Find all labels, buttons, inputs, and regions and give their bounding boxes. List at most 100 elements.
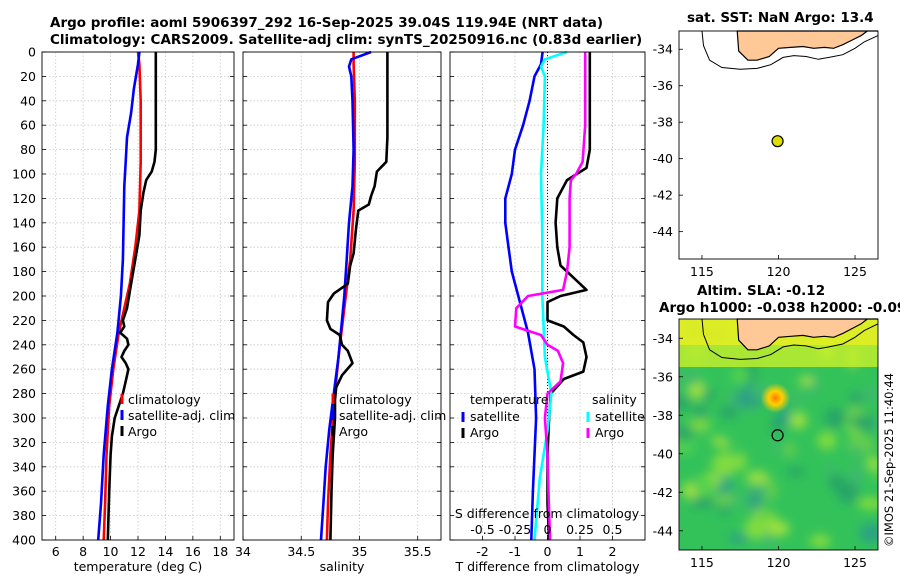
- sla-texture-blob: [679, 394, 691, 410]
- sst-ytick-label: -44: [653, 224, 673, 239]
- sla-texture-blob: [702, 388, 715, 402]
- temp-panel: [42, 51, 234, 541]
- sla-texture-blob: [764, 511, 777, 527]
- depth-tick-label: 320: [12, 435, 36, 450]
- depth-tick-label: 300: [12, 411, 36, 426]
- sla-texture-blob: [790, 412, 807, 429]
- depth-tick-label: 40: [20, 93, 36, 108]
- depth-tick-label: 340: [12, 459, 36, 474]
- sal-xtick-label: 34: [235, 544, 251, 559]
- temp-legend-label: Argo: [128, 424, 157, 439]
- sla-texture-blob: [692, 405, 707, 420]
- sla-texture-blob: [718, 506, 732, 516]
- depth-tick-label: 60: [20, 118, 36, 133]
- sal-legend-label: satellite-adj. clim: [339, 408, 446, 423]
- sla-field: [679, 319, 878, 550]
- depth-tick-label: 160: [12, 240, 36, 255]
- sal-xtick-label: 35: [352, 544, 368, 559]
- sla-texture-blob: [824, 408, 847, 429]
- diff-t-line-temperature-satellite: [503, 51, 544, 541]
- diff-xtick-label: 1: [576, 544, 584, 559]
- sla-texture-blob: [817, 431, 837, 450]
- sst-ytick-label: -34: [653, 42, 673, 57]
- depth-tick-label: 100: [12, 167, 36, 182]
- sla-texture-blob: [730, 366, 751, 384]
- sla-texture-blob: [712, 493, 735, 505]
- diff-legend-salinity-header: salinity: [592, 392, 637, 407]
- sla-texture-blob: [866, 456, 878, 469]
- depth-tick-label: 380: [12, 508, 36, 523]
- sla-texture-blob: [760, 532, 775, 548]
- sla-texture-blob: [851, 445, 863, 456]
- depth-tick-label: 260: [12, 362, 36, 377]
- sla-texture-blob: [770, 442, 783, 455]
- depth-tick-label: 80: [20, 142, 36, 157]
- sla-ytick-label: -40: [653, 446, 673, 461]
- diff-s-xtick-label: 0.5: [603, 522, 623, 537]
- depth-tick-label: 280: [12, 386, 36, 401]
- figure-title-line1: Argo profile: aoml 5906397_292 16-Sep-20…: [50, 15, 604, 31]
- sal-frame: [242, 51, 442, 541]
- sst-map-title: sat. SST: NaN Argo: 13.4: [687, 10, 874, 26]
- sal-legend-label: climatology: [339, 392, 412, 407]
- depth-tick-label: 140: [12, 215, 36, 230]
- diff-xtick-label: -2: [476, 544, 488, 559]
- sla-texture-blob: [857, 497, 878, 510]
- sal-legend-label: Argo: [339, 424, 368, 439]
- depth-tick-label: 360: [12, 484, 36, 499]
- sla-land: [736, 318, 878, 351]
- sla-ytick-label: -44: [653, 523, 673, 538]
- sal-xtick-label: 34.5: [287, 544, 315, 559]
- depth-tick-label: 180: [12, 264, 36, 279]
- sla-texture-blob: [711, 436, 727, 446]
- depth-tick-label: 400: [12, 533, 36, 548]
- sla-texture-blob: [679, 425, 694, 443]
- temp-xtick-label: 14: [157, 544, 173, 559]
- sla-ytick-label: -38: [653, 408, 673, 423]
- sla-texture-blob: [783, 442, 796, 458]
- sal-line-argo: [325, 52, 389, 541]
- temp-xtick-label: 6: [52, 544, 60, 559]
- figure-title-line2: Climatology: CARS2009. Satellite-adj cli…: [50, 32, 643, 48]
- diff-s-xtick-label: -0.25: [499, 522, 531, 537]
- temp-frame: [41, 51, 235, 541]
- sal-xtick-label: 35.5: [404, 544, 432, 559]
- diff-xlabel: T difference from climatology: [454, 559, 640, 574]
- sla-map-title2: Argo h1000: -0.038 h2000: -0.09: [659, 300, 900, 316]
- diff-frame: [449, 51, 646, 541]
- depth-tick-label: 120: [12, 191, 36, 206]
- sla-warm-eddy: [760, 382, 791, 413]
- sst-shelf-contour: [701, 30, 879, 70]
- sst-ytick-label: -42: [653, 188, 673, 203]
- sla-ytick-label: -36: [653, 369, 673, 384]
- sla-texture-blob: [745, 471, 769, 484]
- sla-texture-blob: [786, 467, 806, 477]
- diff-legend-t-label: Argo: [470, 425, 499, 440]
- sla-texture-blob: [785, 394, 808, 404]
- temp-legend-label: climatology: [128, 392, 201, 407]
- temp-xtick-label: 18: [212, 544, 228, 559]
- sst-xtick-label: 115: [690, 264, 714, 279]
- temp-xtick-label: 8: [79, 544, 87, 559]
- temp-line-satellite-adj-clim: [96, 51, 141, 541]
- diff-xtick-label: 0: [544, 544, 552, 559]
- sla-texture-blob: [711, 452, 738, 476]
- sla-texture-blob: [848, 392, 863, 405]
- diff-legend-s-label: Argo: [595, 425, 624, 440]
- sla-shelf-contour: [701, 318, 879, 360]
- diff-s-xtick-label: 0.25: [566, 522, 594, 537]
- sla-texture-blob: [748, 491, 762, 513]
- diff-legend-t-label: satellite: [470, 409, 520, 424]
- temp-line-argo: [106, 52, 158, 541]
- sla-xtick-label: 115: [690, 555, 714, 570]
- sla-xtick-label: 120: [767, 555, 791, 570]
- sla-xtick-label: 125: [843, 555, 867, 570]
- sla-map-title1: Altim. SLA: -0.12: [697, 283, 826, 299]
- sal-xlabel: salinity: [320, 559, 365, 574]
- sal-panel: [242, 50, 441, 541]
- sla-texture-blob: [728, 533, 749, 544]
- sla-texture-blob: [680, 370, 700, 387]
- sal-line-satellite-adj-clim: [319, 50, 372, 541]
- sla-argo-location-marker: [771, 429, 784, 442]
- sst-ytick-label: -40: [653, 151, 673, 166]
